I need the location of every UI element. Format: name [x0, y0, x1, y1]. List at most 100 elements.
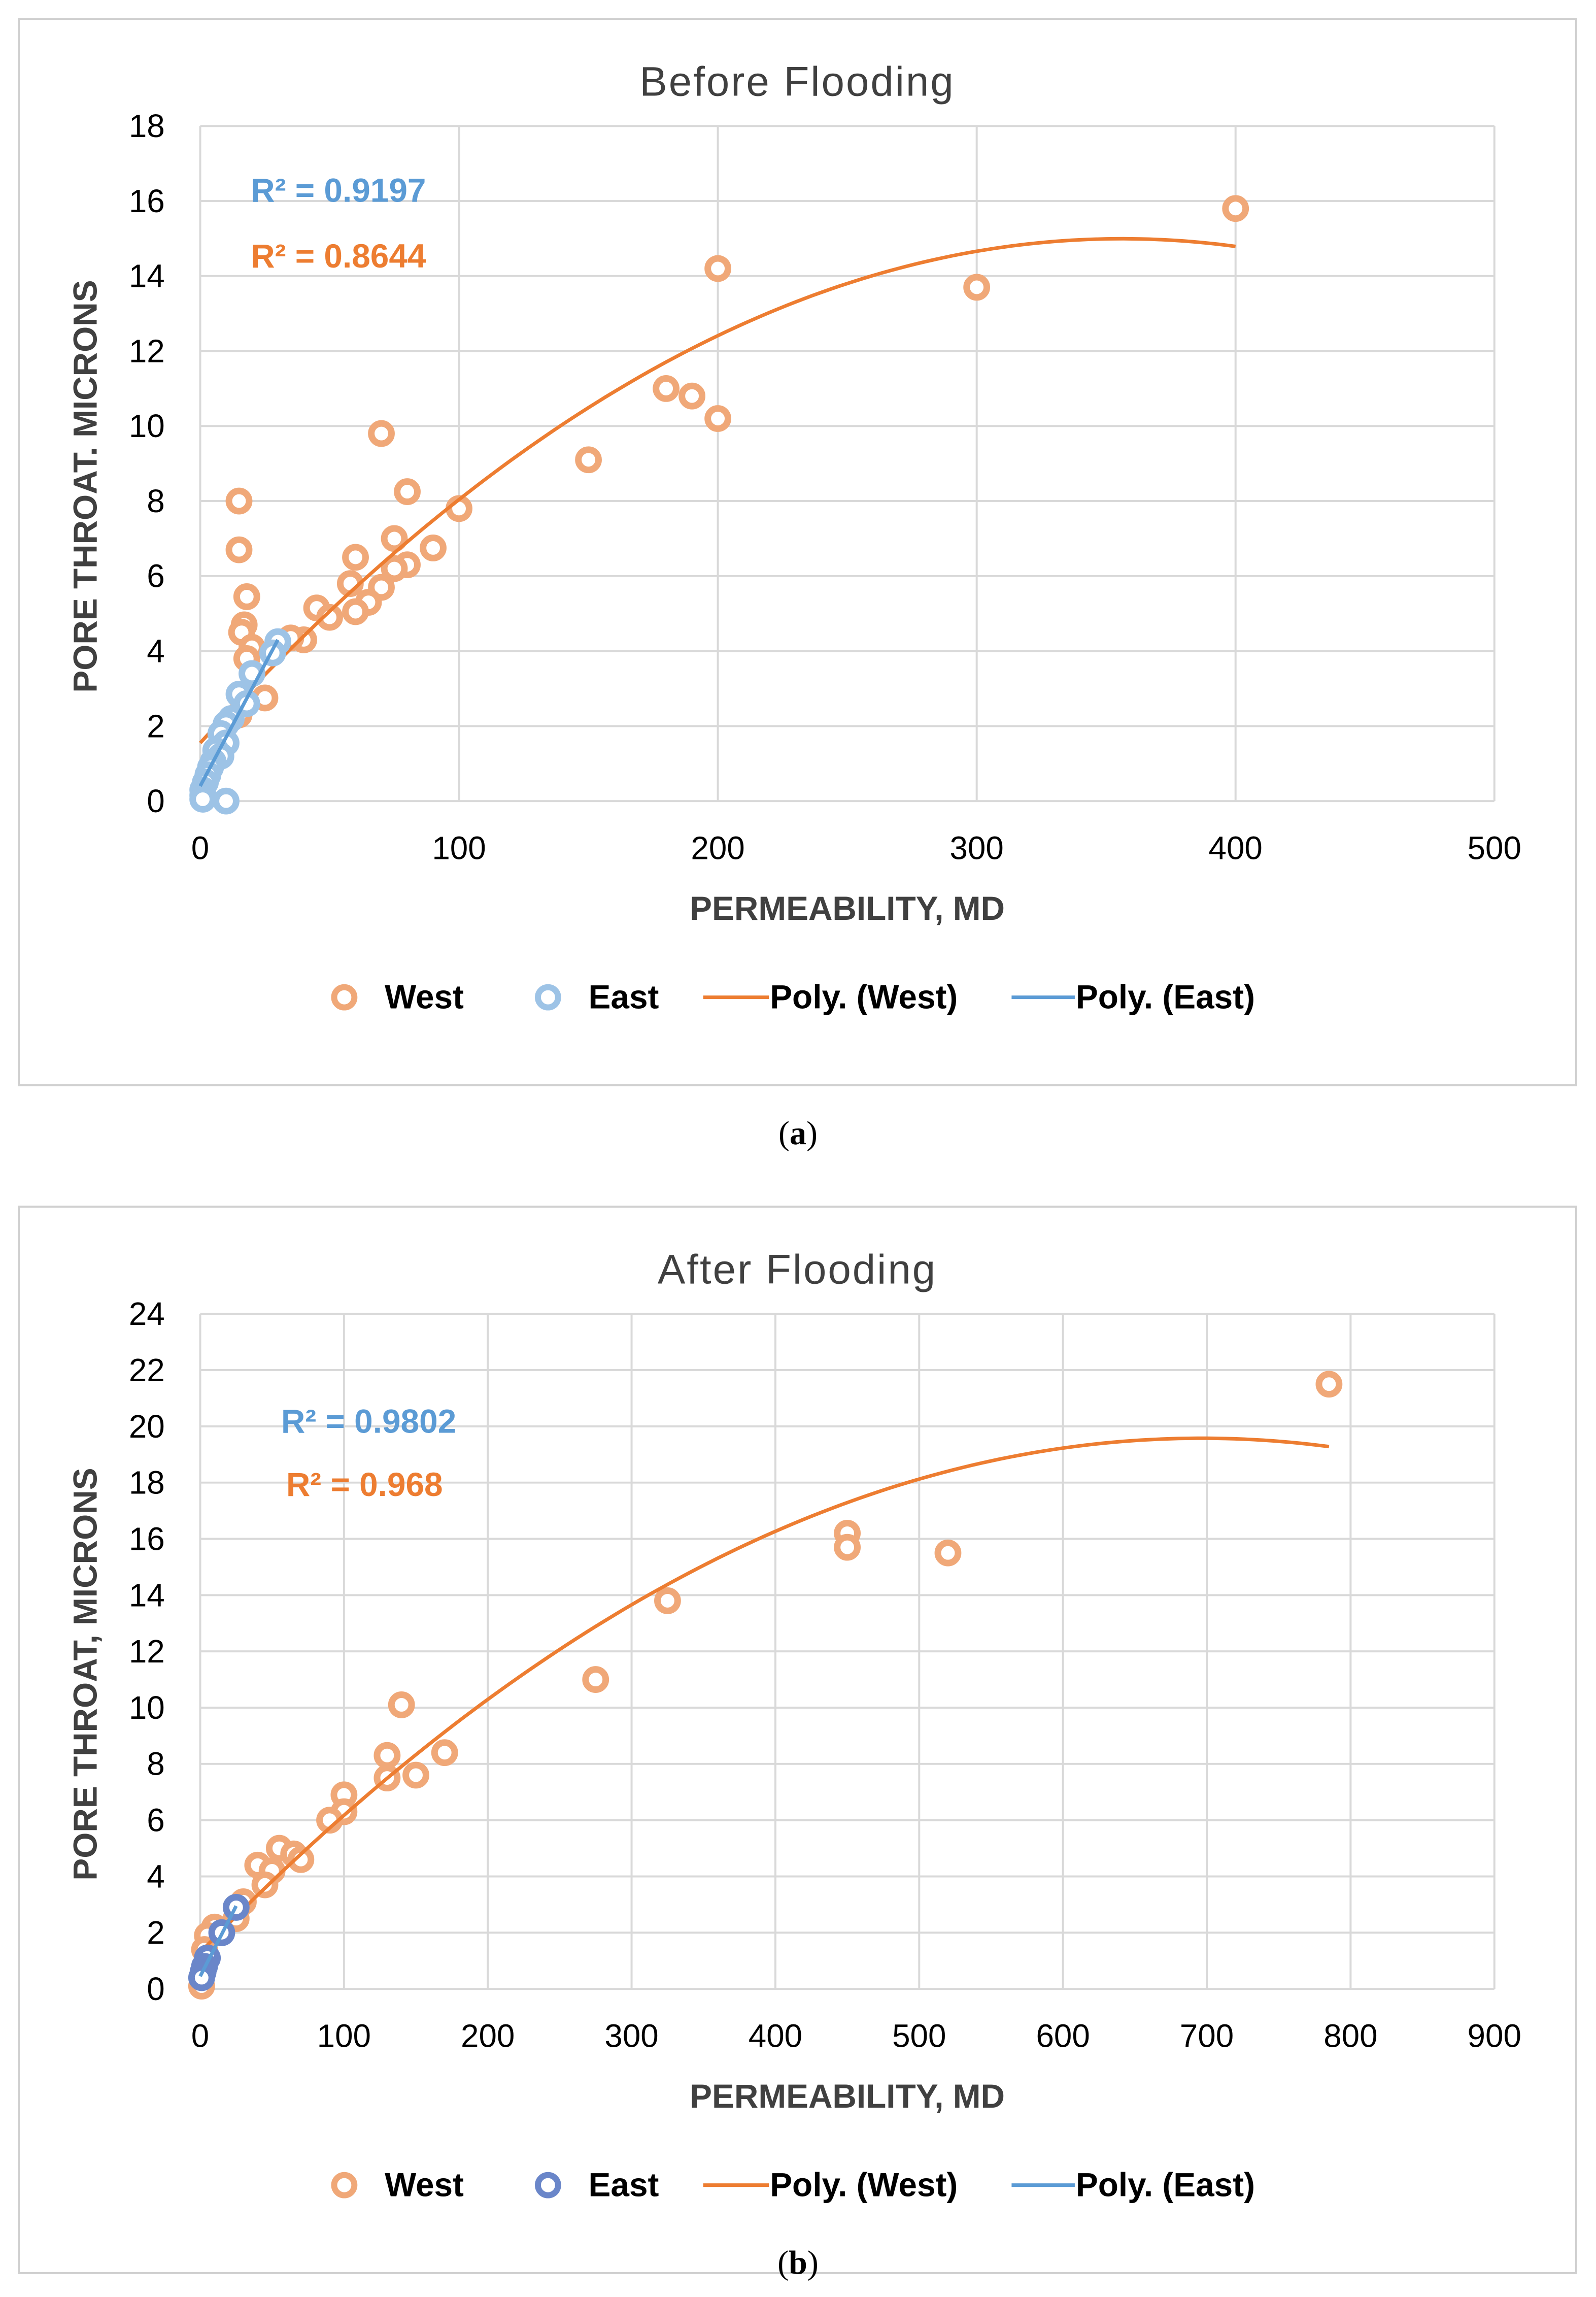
x-tick-label: 200 — [691, 830, 744, 867]
y-tick-label: 24 — [129, 1295, 165, 1332]
r2-east-annotation: R² = 0.9197 — [251, 172, 426, 209]
y-tick-label: 14 — [129, 258, 165, 294]
west-data-point — [287, 1846, 315, 1873]
y-tick-label: 4 — [147, 633, 164, 670]
east-trendline — [198, 639, 280, 787]
west-data-point — [582, 1666, 609, 1693]
caption-a-letter: a — [790, 1115, 806, 1152]
x-axis-title: PERMEABILITY, MD — [690, 2077, 1005, 2115]
x-tick-label: 0 — [191, 2018, 209, 2054]
west-data-point — [704, 405, 731, 432]
figure-caption-a: (a) — [0, 1114, 1596, 1153]
y-tick-label: 4 — [147, 1858, 164, 1894]
legend-east-marker — [534, 2172, 561, 2199]
caption-b-letter: b — [789, 2244, 807, 2281]
west-data-point — [1222, 195, 1249, 222]
legend-west-trend-label: Poly. (West) — [770, 2166, 958, 2204]
y-tick-label: 18 — [129, 1464, 165, 1501]
x-tick-label: 0 — [191, 830, 209, 867]
x-tick-label: 900 — [1468, 2018, 1521, 2054]
east-data-point — [213, 787, 240, 815]
west-data-point — [1315, 1371, 1343, 1398]
west-data-point — [575, 446, 602, 474]
y-tick-label: 8 — [147, 1746, 164, 1782]
y-axis-title: PORE THROAT. MICRONS — [66, 280, 104, 692]
west-data-point — [316, 604, 343, 631]
y-tick-label: 8 — [147, 483, 164, 519]
caption-b-close: ) — [807, 2244, 819, 2281]
y-tick-label: 22 — [129, 1352, 165, 1388]
chart-before-flooding: Before Flooding 0 100 200 300 400 500 0 2 4 6 8 10 12… — [66, 58, 1521, 1016]
west-data-point — [431, 1739, 458, 1767]
x-tick-label: 700 — [1180, 2018, 1234, 2054]
legend-west-marker — [331, 2172, 358, 2199]
legend-west-label: West — [385, 978, 464, 1016]
r2-west-annotation: R² = 0.968 — [286, 1466, 443, 1503]
west-data-point — [381, 555, 408, 582]
legend-west-marker — [331, 984, 358, 1011]
legend-east-trend-label: Poly. (East) — [1076, 978, 1255, 1016]
y-tick-label: 6 — [147, 558, 164, 594]
chart-panel-before-flooding: Before Flooding 0 100 200 300 400 500 0 2 4 6 8 10 12… — [18, 18, 1577, 1086]
west-data-point — [402, 1761, 429, 1789]
x-tick-label: 300 — [604, 2018, 658, 2054]
caption-a-close: ) — [806, 1115, 818, 1152]
west-data-point — [388, 1691, 415, 1718]
x-tick-label: 500 — [1468, 830, 1521, 867]
y-tick-label: 14 — [129, 1577, 165, 1613]
y-tick-label: 20 — [129, 1408, 165, 1445]
west-data-point — [233, 583, 260, 610]
x-tick-label: 600 — [1036, 2018, 1090, 2054]
west-data-point — [251, 1871, 279, 1899]
chart-title: After Flooding — [658, 1246, 937, 1292]
y-tick-label: 0 — [147, 1971, 164, 2007]
west-data-point — [225, 487, 253, 515]
caption-a-open: ( — [778, 1115, 790, 1152]
x-tick-label: 100 — [317, 2018, 371, 2054]
west-data-point — [225, 536, 253, 563]
x-tick-label: 400 — [749, 2018, 802, 2054]
y-tick-label: 10 — [129, 1689, 165, 1726]
west-data-point — [373, 1742, 401, 1769]
west-data-point — [704, 255, 731, 282]
y-tick-label: 18 — [129, 108, 165, 144]
legend-west-trend-label: Poly. (West) — [770, 978, 958, 1016]
y-tick-label: 10 — [129, 408, 165, 444]
west-trendline — [198, 237, 1236, 744]
r2-west-annotation: R² = 0.8644 — [251, 237, 426, 275]
x-tick-label: 400 — [1209, 830, 1263, 867]
west-trendline — [198, 1436, 1330, 1954]
east-data-point — [188, 1964, 215, 1991]
west-data-point — [654, 1587, 681, 1614]
legend-east-marker — [534, 984, 561, 1011]
figure-caption-b: (b) — [0, 2244, 1596, 2282]
chart-panel-after-flooding: After Flooding 0 100 200 300 400 500 600 700 800 9… — [18, 1206, 1577, 2274]
west-data-point — [678, 382, 705, 410]
caption-b-open: ( — [777, 2244, 789, 2281]
x-tick-label: 300 — [949, 830, 1003, 867]
y-tick-label: 2 — [147, 1914, 164, 1951]
y-tick-label: 6 — [147, 1802, 164, 1839]
legend-east-label: East — [589, 978, 659, 1016]
x-tick-label: 800 — [1323, 2018, 1377, 2054]
west-data-point — [368, 420, 395, 447]
y-axis-title: PORE THROAT, MICRONS — [66, 1468, 104, 1880]
x-tick-label: 200 — [461, 2018, 515, 2054]
west-data-point — [653, 375, 680, 402]
legend-east-label: East — [589, 2166, 659, 2204]
x-axis-title: PERMEABILITY, MD — [690, 889, 1005, 927]
west-data-point — [834, 1534, 861, 1561]
y-tick-label: 12 — [129, 332, 165, 369]
west-data-point — [420, 535, 447, 561]
y-tick-label: 16 — [129, 183, 165, 219]
r2-east-annotation: R² = 0.9802 — [281, 1402, 456, 1440]
west-data-point — [342, 598, 369, 625]
y-tick-label: 0 — [147, 783, 164, 819]
legend-west-label: West — [385, 2166, 464, 2204]
west-data-point — [342, 544, 369, 571]
west-data-point — [381, 525, 408, 552]
legend-east-trend-label: Poly. (East) — [1076, 2166, 1255, 2204]
east-data-point — [189, 786, 216, 813]
east-trendline — [198, 1905, 238, 1977]
